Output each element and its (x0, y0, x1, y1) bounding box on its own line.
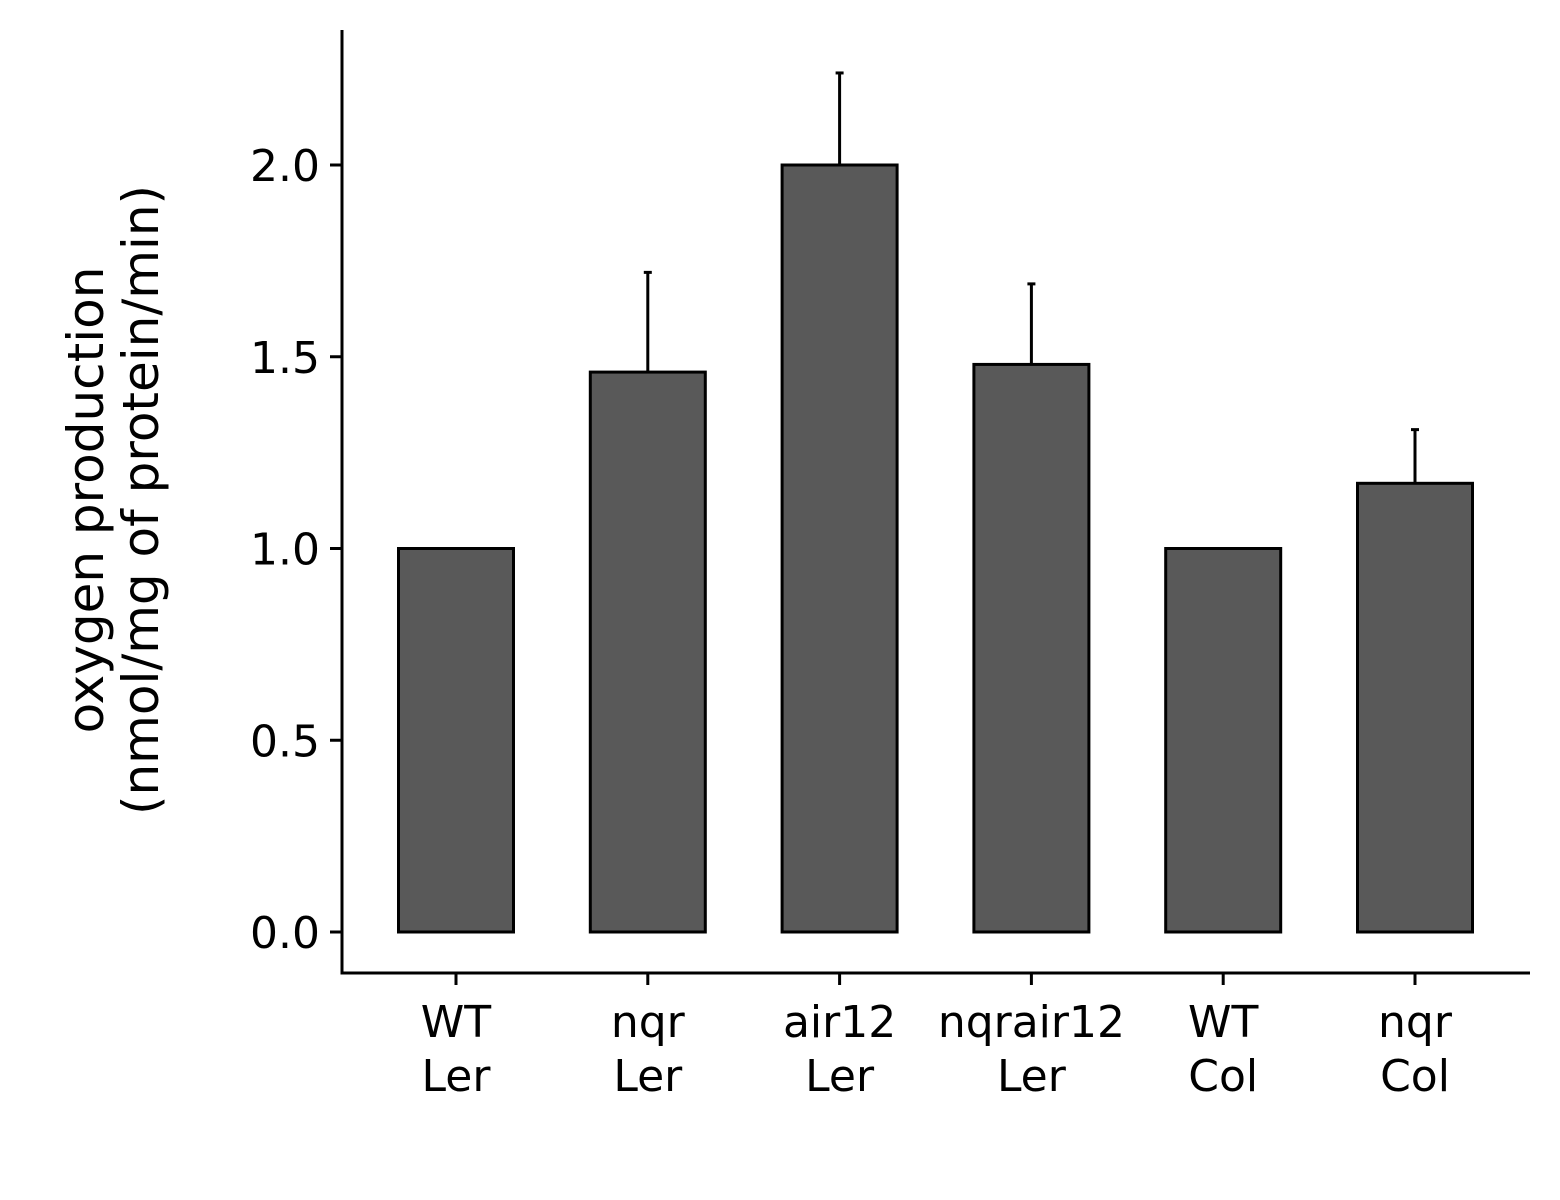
bar (1164, 547, 1283, 934)
y-axis-title-line: oxygen production (57, 267, 115, 734)
y-axis-title-text: oxygen production(nmol/mg of protein/min… (57, 185, 170, 815)
bar (588, 370, 707, 934)
x-axis: WTLernqrLerair12Lernqrair12LerWTColnqrCo… (340, 971, 1530, 1102)
bar (1356, 481, 1474, 934)
y-tick-label: 1.0 (250, 525, 320, 576)
bars (397, 163, 1474, 934)
x-tick-label: Col (1188, 1051, 1258, 1102)
x-tick-label: Ler (613, 1051, 683, 1102)
x-tick-label: nqr (1378, 997, 1453, 1048)
x-tick-label: nqrair12 (938, 997, 1125, 1048)
bar (397, 547, 515, 934)
x-tick-label: air12 (783, 997, 896, 1048)
y-tick-label: 2.0 (250, 141, 320, 192)
error-bars (452, 71, 1419, 550)
x-tick-label: Col (1380, 1051, 1450, 1102)
x-tick-label: Ler (997, 1051, 1067, 1102)
bar (780, 163, 899, 934)
x-tick-label: nqr (611, 997, 686, 1048)
y-axis: 0.0 0.5 1.0 1.5 2.0 (250, 30, 344, 975)
y-axis-title-line: (nmol/mg of protein/min) (112, 185, 170, 815)
x-tick-label: Ler (422, 1051, 492, 1102)
y-axis-title: oxygen production(nmol/mg of protein/min… (57, 185, 170, 815)
y-tick-label: 0.0 (250, 908, 320, 959)
x-tick-label: WT (1188, 997, 1259, 1048)
y-tick-label: 0.5 (250, 716, 320, 767)
y-tick-label: 1.5 (250, 333, 320, 384)
x-tick-label: WT (421, 997, 492, 1048)
x-tick-label: Ler (805, 1051, 875, 1102)
bar (972, 362, 1091, 934)
